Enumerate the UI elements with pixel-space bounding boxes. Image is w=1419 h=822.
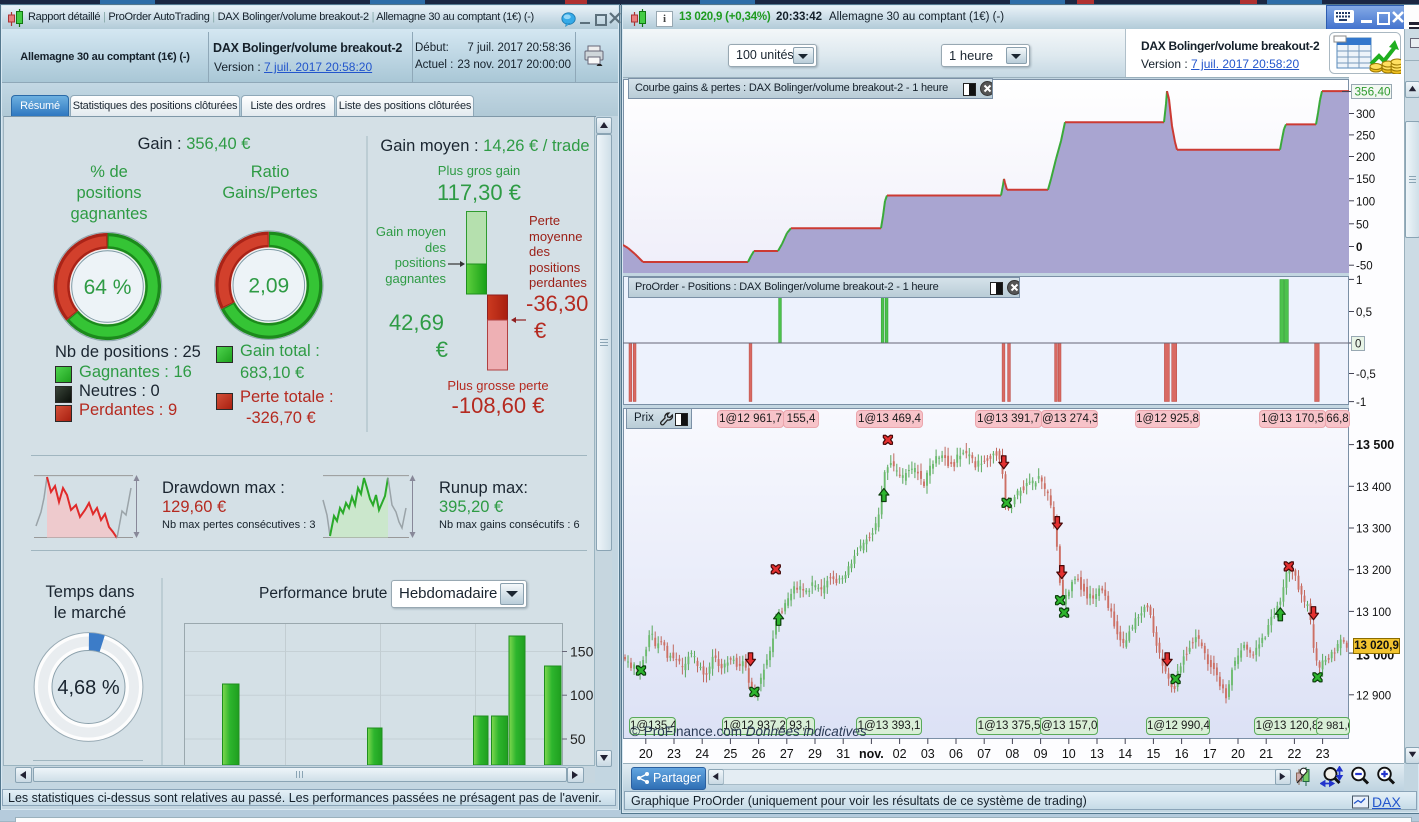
svg-text:31: 31 [836, 747, 850, 761]
svg-text:-1: -1 [1356, 397, 1366, 409]
svg-text:25: 25 [723, 747, 737, 761]
svg-text:27: 27 [780, 747, 794, 761]
svg-text:06: 06 [949, 747, 963, 761]
svg-text:200: 200 [1356, 152, 1375, 164]
svg-text:20: 20 [639, 747, 653, 761]
svg-text:nov.: nov. [859, 747, 884, 761]
svg-text:-50: -50 [1356, 261, 1373, 273]
svg-text:08: 08 [1005, 747, 1019, 761]
svg-text:16: 16 [1175, 747, 1189, 761]
svg-text:09: 09 [1034, 747, 1048, 761]
svg-text:150: 150 [1356, 174, 1375, 186]
svg-text:22: 22 [1287, 747, 1301, 761]
svg-text:07: 07 [977, 747, 991, 761]
svg-text:24: 24 [695, 747, 709, 761]
svg-text:0,5: 0,5 [1356, 307, 1372, 319]
svg-text:29: 29 [808, 747, 822, 761]
svg-text:13 300: 13 300 [1356, 524, 1391, 536]
svg-text:02: 02 [893, 747, 907, 761]
svg-text:12 900: 12 900 [1356, 690, 1391, 702]
svg-text:13 200: 13 200 [1356, 565, 1391, 577]
svg-text:10: 10 [1062, 747, 1076, 761]
svg-text:14: 14 [1118, 747, 1132, 761]
svg-text:26: 26 [752, 747, 766, 761]
svg-text:13 500: 13 500 [1356, 438, 1394, 452]
svg-text:21: 21 [1259, 747, 1273, 761]
svg-text:03: 03 [921, 747, 935, 761]
svg-text:100: 100 [1356, 196, 1375, 208]
svg-text:23: 23 [667, 747, 681, 761]
svg-text:1: 1 [1356, 275, 1362, 287]
svg-text:20: 20 [1231, 747, 1245, 761]
svg-text:17: 17 [1203, 747, 1217, 761]
svg-text:23: 23 [1316, 747, 1330, 761]
svg-text:50: 50 [570, 731, 586, 747]
svg-text:-0,5: -0,5 [1356, 369, 1376, 381]
svg-text:15: 15 [1146, 747, 1160, 761]
svg-text:13 400: 13 400 [1356, 482, 1391, 494]
svg-text:64 %: 64 % [84, 276, 132, 299]
svg-text:300: 300 [1356, 109, 1375, 121]
svg-text:100: 100 [570, 687, 594, 703]
svg-text:2,09: 2,09 [248, 275, 289, 298]
svg-text:4,68 %: 4,68 % [57, 677, 119, 699]
svg-text:356,40: 356,40 [1355, 85, 1392, 99]
svg-text:13: 13 [1090, 747, 1104, 761]
svg-text:150: 150 [570, 644, 594, 660]
svg-text:13 100: 13 100 [1356, 607, 1391, 619]
svg-text:0: 0 [1355, 339, 1361, 351]
svg-text:0: 0 [1356, 242, 1362, 254]
svg-text:250: 250 [1356, 130, 1375, 142]
svg-text:50: 50 [1356, 219, 1369, 231]
